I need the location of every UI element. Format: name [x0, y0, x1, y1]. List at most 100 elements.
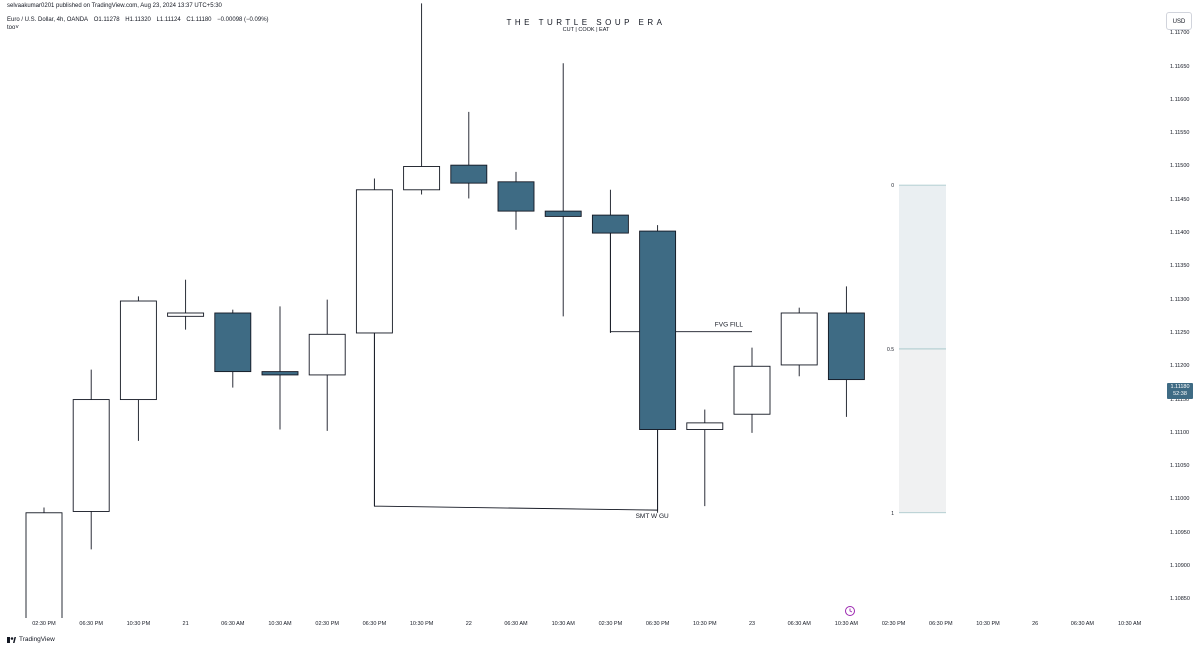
bearish-candle-body	[639, 230, 677, 430]
fib-level-label: 0.5	[887, 347, 894, 353]
price-tick-label: 1.11400	[1170, 230, 1190, 237]
time-axis[interactable]: 02:30 PM 06:30 PM 10:30 PM 21 06:30 AM 10:30 …	[0, 618, 1164, 632]
bearish-candle-body	[591, 214, 629, 234]
time-tick-label: 21	[182, 621, 189, 627]
bar-countdown: 52:38	[1173, 391, 1187, 397]
candle	[119, 296, 157, 441]
time-tick-label: 10:30 PM	[976, 621, 1000, 627]
candle	[261, 306, 299, 430]
candle	[25, 507, 63, 618]
time-tick-label: 23	[748, 621, 756, 627]
price-tick-label: 1.11700	[1170, 30, 1190, 37]
price-tick-label: 1.11100	[1170, 429, 1190, 436]
price-tick-label: 1.11550	[1170, 130, 1190, 137]
smt-line	[373, 332, 659, 511]
candle	[72, 369, 110, 550]
candle	[308, 299, 346, 431]
candle	[827, 286, 865, 417]
last-price-label: 1.11180 52:38	[1167, 383, 1193, 399]
indicator-legend[interactable]: too˅	[7, 25, 19, 31]
bearish-candle-body	[261, 371, 299, 376]
time-tick-label: 06:30 PM	[645, 621, 670, 627]
candle	[355, 178, 393, 507]
fib-level-label: 1	[891, 511, 894, 517]
candle	[214, 309, 252, 388]
candle	[591, 189, 629, 333]
bullish-candle-body	[403, 166, 441, 191]
time-tick-label: 06:30 AM	[1070, 621, 1095, 627]
price-tick-label: 1.11250	[1170, 329, 1190, 336]
candle	[403, 3, 441, 195]
time-tick-label: 06:30 PM	[929, 621, 953, 627]
price-tick-label: 1.11500	[1170, 163, 1190, 170]
price-tick-label: 1.11200	[1170, 363, 1190, 370]
price-tick-label: 1.11000	[1170, 496, 1190, 503]
candle	[497, 171, 535, 230]
symbol-title[interactable]: Euro / U.S. Dollar, 4h, OANDA	[7, 17, 89, 23]
fvg-label: FVG FILL	[715, 322, 744, 329]
price-tick-label: 1.10950	[1170, 529, 1190, 536]
time-tick-label: 06:30 AM	[787, 621, 811, 627]
time-tick-label: 10:30 AM	[834, 621, 859, 627]
price-tick-label: 1.11350	[1170, 263, 1190, 270]
bearish-candle-body	[497, 181, 535, 212]
ohlc-change: −0.00098 (−0.09%)	[217, 17, 269, 23]
time-tick-label: 26	[1032, 621, 1039, 627]
fib-zone-upper	[899, 185, 946, 349]
ohlc-close: C1.11180	[186, 17, 212, 23]
time-tick-label: 10:30 PM	[126, 621, 151, 627]
bullish-candle-body	[119, 300, 157, 401]
time-tick-label: 10:30 AM	[551, 621, 575, 627]
tradingview-logo-icon	[7, 636, 16, 643]
time-tick-label: 06:30 AM	[504, 621, 528, 627]
ohlc-high: H1.11320	[125, 17, 151, 23]
alarm-clock-icon	[845, 606, 855, 616]
bearish-candle-body	[214, 312, 252, 373]
watermark-subtitle: CUT | COOK | EAT	[562, 27, 610, 33]
price-tick-label: 1.11450	[1170, 196, 1190, 203]
candle	[544, 63, 582, 317]
fvg-line	[609, 233, 752, 333]
fib-zone-lower	[899, 348, 946, 513]
time-tick-label: 02:30 PM	[315, 621, 339, 627]
bullish-candle-body	[308, 333, 346, 376]
time-tick-label: 10:30 PM	[693, 621, 717, 627]
last-price-value: 1.11180	[1170, 384, 1190, 390]
publish-info: selvaakumar0201 published on TradingView…	[7, 3, 222, 9]
watermark-title: THE TURTLE SOUP ERA	[506, 18, 666, 27]
bullish-candle-body	[167, 312, 205, 317]
fib-level-label: 0	[891, 183, 894, 189]
bullish-candle-body	[780, 312, 818, 366]
candle	[733, 347, 771, 433]
bullish-candle-body	[72, 399, 110, 512]
price-tick-label: 1.11650	[1170, 63, 1190, 70]
bearish-candle-body	[450, 164, 488, 184]
candle	[167, 279, 205, 330]
candlestick-chart[interactable]: 0 0.5 1 SMT W GU FVG FILL	[0, 0, 1164, 618]
time-tick-label: 02:30 PM	[598, 621, 623, 627]
bullish-candle-body	[686, 422, 724, 430]
symbol-legend: Euro / U.S. Dollar, 4h, OANDA O1.11278 H…	[7, 17, 273, 23]
time-tick-label: 10:30 AM	[268, 621, 292, 627]
clock-circle	[845, 606, 855, 616]
time-tick-label: 06:30 AM	[221, 621, 245, 627]
bullish-candle-body	[25, 512, 63, 618]
bearish-candle-body	[827, 312, 865, 381]
time-tick-label: 02:30 PM	[881, 621, 906, 627]
currency-button[interactable]: USD	[1166, 12, 1192, 30]
price-scale[interactable]: 1.10850 1.10900 1.10950 1.11000 1.11050 1.111…	[1164, 0, 1200, 618]
time-tick-label: 10:30 AM	[1117, 621, 1142, 627]
price-tick-label: 1.11600	[1170, 96, 1190, 103]
time-tick-label: 10:30 PM	[409, 621, 434, 627]
candle	[450, 111, 488, 199]
ohlc-open: O1.11278	[93, 17, 120, 23]
footer-brand[interactable]: TradingView	[7, 636, 55, 643]
candle	[639, 225, 677, 513]
bearish-candle-body	[544, 210, 582, 217]
price-tick-label: 1.11050	[1170, 463, 1190, 470]
footer-brand-label: TradingView	[19, 636, 55, 643]
time-tick-label: 02:30 PM	[32, 621, 56, 627]
smt-label: SMT W GU	[636, 513, 669, 520]
candle	[686, 409, 724, 507]
ohlc-low: L1.11124	[156, 17, 181, 23]
